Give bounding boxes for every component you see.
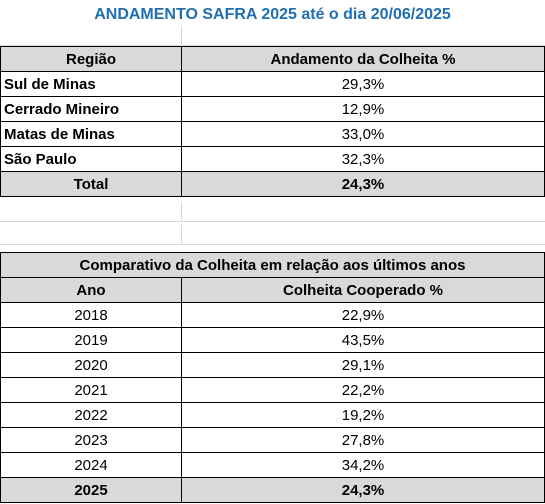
region-cell[interactable]: Sul de Minas: [0, 71, 182, 97]
value-cell[interactable]: 33,0%: [181, 121, 545, 147]
region-cell[interactable]: São Paulo: [0, 146, 182, 172]
region-harvest-table: Região Andamento da Colheita % Sul de Mi…: [0, 46, 545, 197]
region-cell[interactable]: Matas de Minas: [0, 121, 182, 147]
total-row: 2025 24,3%: [0, 477, 545, 503]
table-row: 2021 22,2%: [0, 377, 545, 403]
table-row: 2023 27,8%: [0, 427, 545, 453]
year-column-header[interactable]: Ano: [0, 277, 182, 303]
table-row: Matas de Minas 33,0%: [0, 121, 545, 147]
value-cell[interactable]: 29,3%: [181, 71, 545, 97]
harvest-column-header[interactable]: Colheita Cooperado %: [180, 277, 545, 303]
year-cell[interactable]: 2021: [0, 377, 182, 403]
value-cell[interactable]: 22,2%: [180, 377, 545, 403]
year-cell[interactable]: 2023: [0, 427, 182, 453]
table-row: 2019 43,5%: [0, 327, 545, 353]
year-cell[interactable]: 2024: [0, 452, 182, 478]
total-value-cell[interactable]: 24,3%: [181, 171, 545, 197]
table-row: 2020 29,1%: [0, 352, 545, 378]
value-cell[interactable]: 43,5%: [180, 327, 545, 353]
value-cell[interactable]: 19,2%: [180, 402, 545, 428]
current-year-cell[interactable]: 2025: [0, 477, 182, 503]
year-cell[interactable]: 2019: [0, 327, 182, 353]
harvest-comparison-table: Comparativo da Colheita em relação aos ú…: [0, 252, 545, 503]
total-label-cell[interactable]: Total: [0, 171, 182, 197]
blank-row[interactable]: [0, 202, 545, 222]
total-row: Total 24,3%: [0, 171, 545, 197]
table-row: Sul de Minas 29,3%: [0, 71, 545, 97]
region-column-header[interactable]: Região: [0, 46, 182, 72]
value-cell[interactable]: 22,9%: [180, 302, 545, 328]
table-title-row: Comparativo da Colheita em relação aos ú…: [0, 252, 545, 278]
value-cell[interactable]: 34,2%: [180, 452, 545, 478]
value-cell[interactable]: 32,3%: [181, 146, 545, 172]
report-title: ANDAMENTO SAFRA 2025 até o dia 20/06/202…: [94, 6, 451, 23]
table-header-row: Ano Colheita Cooperado %: [0, 277, 545, 303]
year-cell[interactable]: 2022: [0, 402, 182, 428]
blank-row[interactable]: [0, 26, 545, 46]
table-row: 2018 22,9%: [0, 302, 545, 328]
blank-row[interactable]: [0, 225, 545, 245]
region-cell[interactable]: Cerrado Mineiro: [0, 96, 182, 122]
current-value-cell[interactable]: 24,3%: [180, 477, 545, 503]
year-cell[interactable]: 2020: [0, 352, 182, 378]
table-row: 2024 34,2%: [0, 452, 545, 478]
value-cell[interactable]: 29,1%: [180, 352, 545, 378]
year-cell[interactable]: 2018: [0, 302, 182, 328]
table-row: São Paulo 32,3%: [0, 146, 545, 172]
comparison-title-cell[interactable]: Comparativo da Colheita em relação aos ú…: [0, 252, 545, 278]
table-row: 2022 19,2%: [0, 402, 545, 428]
progress-column-header[interactable]: Andamento da Colheita %: [181, 46, 545, 72]
table-row: Cerrado Mineiro 12,9%: [0, 96, 545, 122]
table-header-row: Região Andamento da Colheita %: [0, 46, 545, 72]
value-cell[interactable]: 27,8%: [180, 427, 545, 453]
value-cell[interactable]: 12,9%: [181, 96, 545, 122]
